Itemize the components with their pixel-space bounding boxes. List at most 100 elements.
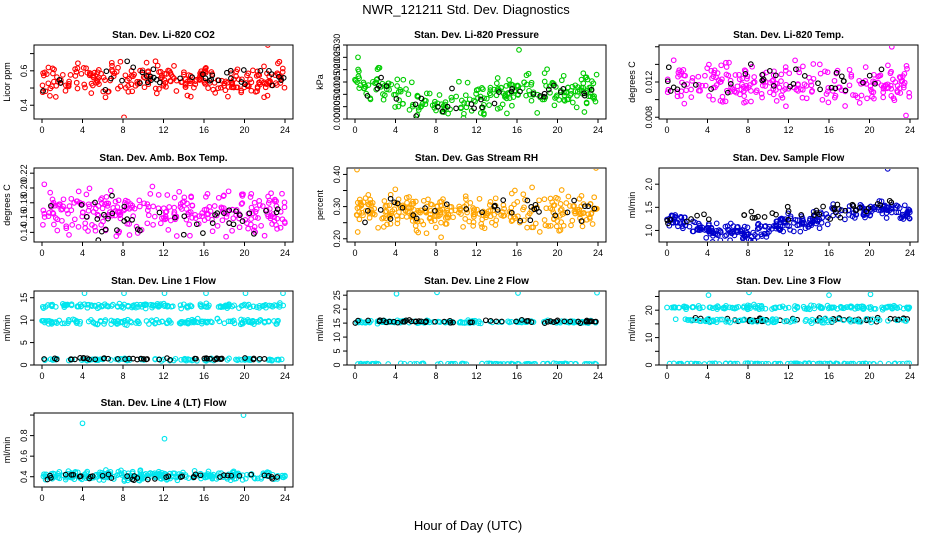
data-point	[891, 360, 898, 364]
data-point	[169, 303, 176, 310]
series-reference	[364, 74, 595, 124]
data-point	[810, 302, 817, 309]
x-tick-label: 8	[120, 248, 125, 258]
data-point	[866, 361, 873, 364]
data-point	[877, 360, 884, 364]
data-point	[723, 360, 729, 364]
data-point	[559, 211, 566, 218]
data-point	[683, 87, 690, 94]
data-point	[277, 302, 283, 308]
data-point	[356, 75, 362, 82]
series-reference	[48, 192, 281, 241]
data-point	[77, 318, 84, 325]
data-point	[156, 69, 162, 75]
series-reference	[352, 317, 599, 326]
outlier-point	[826, 292, 832, 298]
y-tick-label: 0.010	[332, 83, 342, 106]
x-tick-label: 24	[593, 125, 603, 135]
data-point	[228, 75, 234, 82]
data-point	[441, 318, 448, 325]
data-point	[108, 75, 114, 82]
data-point	[734, 83, 741, 90]
data-point	[377, 207, 384, 213]
outlier-point	[515, 292, 521, 296]
data-point	[205, 85, 211, 91]
data-point	[491, 202, 498, 209]
data-point	[192, 81, 199, 88]
data-point	[144, 476, 151, 483]
data-point	[731, 317, 738, 324]
data-point	[828, 305, 835, 311]
data-point	[676, 304, 682, 311]
figure-title: NWR_121211 Std. Dev. Diagnostics	[362, 2, 570, 17]
data-point	[503, 95, 510, 102]
data-point	[672, 316, 679, 323]
data-point	[128, 319, 135, 326]
data-point	[696, 82, 702, 88]
data-point	[493, 318, 500, 325]
data-point	[494, 209, 501, 215]
data-point	[752, 214, 758, 221]
data-point	[702, 82, 709, 89]
data-point	[552, 212, 559, 219]
data-point	[453, 93, 460, 100]
x-tick-label: 4	[393, 248, 398, 258]
x-tick-label: 24	[593, 371, 603, 381]
data-point	[224, 357, 231, 363]
x-tick-label: 20	[239, 493, 249, 503]
data-point	[810, 61, 817, 67]
data-point	[735, 304, 742, 310]
data-point	[449, 97, 455, 104]
data-point	[806, 217, 813, 224]
x-tick-label: 4	[80, 493, 85, 503]
data-point	[493, 80, 500, 87]
data-point	[536, 197, 542, 204]
data-point	[561, 318, 568, 325]
data-point	[362, 219, 368, 226]
data-point	[457, 319, 463, 326]
data-point	[487, 318, 494, 324]
data-point	[816, 211, 823, 218]
data-point	[810, 75, 817, 82]
data-point	[536, 229, 543, 235]
data-point	[150, 203, 157, 210]
data-point	[741, 67, 748, 74]
data-point	[592, 360, 598, 364]
x-tick-label: 24	[280, 493, 290, 503]
data-point	[84, 304, 91, 311]
data-point	[156, 86, 162, 92]
x-tick-label: 12	[158, 125, 168, 135]
data-point	[47, 472, 53, 479]
data-point	[56, 77, 63, 83]
data-point	[756, 361, 763, 364]
data-point	[102, 86, 109, 93]
data-point	[156, 356, 163, 363]
data-point	[509, 86, 516, 92]
data-point	[152, 476, 158, 482]
data-point	[141, 84, 148, 91]
data-point	[575, 84, 581, 90]
data-point	[716, 361, 723, 364]
data-point	[421, 119, 426, 124]
data-point	[780, 219, 787, 225]
data-point	[857, 319, 864, 325]
outlier-point	[903, 112, 909, 118]
data-point	[838, 305, 845, 311]
data-point	[63, 223, 70, 230]
x-tick-label: 8	[433, 371, 438, 381]
data-point	[277, 224, 284, 231]
data-point	[189, 74, 195, 81]
data-point	[410, 198, 416, 205]
data-point	[462, 216, 469, 222]
y-tick-label: 0.015	[332, 71, 342, 94]
data-point	[748, 208, 755, 215]
data-point	[785, 304, 792, 311]
y-tick-label: 0.020	[332, 58, 342, 81]
y-tick-label: 10	[644, 333, 654, 343]
data-point	[541, 70, 548, 76]
panel-title: Stan. Dev. Sample Flow	[733, 153, 845, 164]
data-point	[242, 217, 249, 223]
data-point	[863, 208, 870, 215]
data-point	[726, 59, 732, 66]
data-point	[788, 360, 794, 364]
